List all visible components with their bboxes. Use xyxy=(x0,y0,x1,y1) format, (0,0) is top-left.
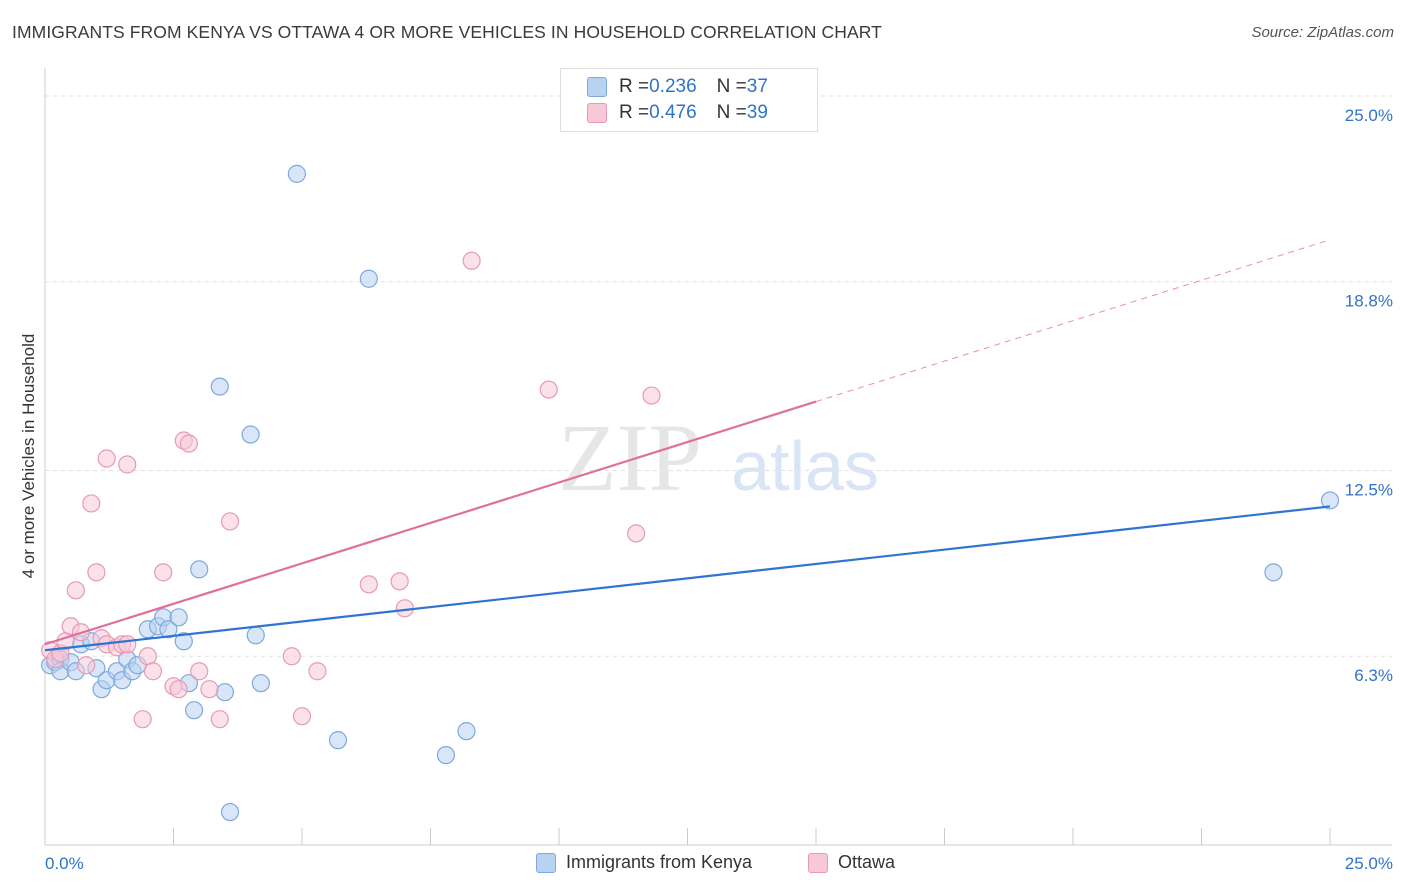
legend-row-ottawa: R = 0.476 N = 39 xyxy=(587,101,768,125)
ottawa-point xyxy=(87,563,106,582)
legend-swatch-ottawa xyxy=(587,103,607,123)
ottawa-point xyxy=(390,572,409,591)
x-tick-label: 25.0% xyxy=(1345,854,1393,873)
legend-item-kenya[interactable]: Immigrants from Kenya xyxy=(536,852,752,873)
kenya-point xyxy=(359,269,378,288)
legend-item-ottawa[interactable]: Ottawa xyxy=(808,852,895,873)
legend-n-value: 37 xyxy=(746,76,768,97)
ottawa-point xyxy=(133,710,152,729)
ottawa-point xyxy=(118,635,137,654)
legend-label-ottawa: Ottawa xyxy=(838,852,896,872)
kenya-point xyxy=(241,425,260,444)
kenya-point xyxy=(190,560,209,579)
kenya-point xyxy=(328,731,348,750)
watermark-zip: ZIP xyxy=(558,404,702,511)
axes xyxy=(44,68,1392,846)
kenya-point xyxy=(287,164,306,183)
ottawa-point xyxy=(77,656,96,675)
watermark-atlas: atlas xyxy=(731,427,879,505)
chart-title: IMMIGRANTS FROM KENYA VS OTTAWA 4 OR MOR… xyxy=(12,22,882,42)
kenya-point xyxy=(1320,491,1340,510)
kenya-point xyxy=(184,701,204,720)
ottawa-point xyxy=(282,647,301,666)
ottawa-point xyxy=(292,707,312,726)
legend-n-label: N = xyxy=(716,102,747,123)
legend-r-label: R = xyxy=(619,76,650,97)
ottawa-point xyxy=(308,662,327,681)
kenya-point xyxy=(169,608,188,627)
legend-n-value: 39 xyxy=(746,102,768,123)
legend-label-kenya: Immigrants from Kenya xyxy=(566,852,753,872)
ottawa-point xyxy=(539,380,558,399)
kenya-point xyxy=(174,632,193,651)
x-tick-labels: 0.0% 25.0% xyxy=(45,854,1393,873)
trend-line-ottawa xyxy=(44,400,817,646)
trend-lines xyxy=(44,239,1331,652)
ottawa-point xyxy=(143,662,163,681)
y-tick-label: 18.8% xyxy=(1345,292,1393,311)
ottawa-point xyxy=(118,455,137,474)
ottawa-point xyxy=(626,524,646,543)
ottawa-point xyxy=(462,251,481,270)
legend-swatch-ottawa xyxy=(808,852,828,873)
trend-extension-ottawa xyxy=(815,239,1331,403)
ottawa-point xyxy=(169,680,188,699)
kenya-point xyxy=(251,674,270,693)
kenya-point xyxy=(457,722,476,741)
ottawa-point xyxy=(200,680,219,699)
y-tick-label: 12.5% xyxy=(1345,480,1393,499)
legend-r-value: 0.236 xyxy=(649,76,697,97)
kenya-point xyxy=(159,620,178,639)
kenya-point xyxy=(246,626,265,645)
kenya-point xyxy=(210,377,229,396)
ottawa-point xyxy=(82,494,101,513)
x-tick-label: 0.0% xyxy=(45,854,84,873)
y-tick-label: 6.3% xyxy=(1354,666,1393,685)
watermark: ZIP atlas xyxy=(558,404,879,511)
kenya-point xyxy=(215,683,234,702)
ottawa-point xyxy=(97,449,116,468)
legend-n-label: N = xyxy=(716,76,747,97)
ottawa-point xyxy=(179,434,199,453)
trend-line-kenya xyxy=(44,505,1331,652)
y-tick-label: 25.0% xyxy=(1345,106,1393,125)
kenya-point xyxy=(1264,563,1283,582)
ottawa-point xyxy=(190,662,209,681)
legend-swatch-kenya xyxy=(536,852,556,873)
ottawa-point xyxy=(642,386,661,405)
ottawa-point xyxy=(66,581,85,600)
kenya-point xyxy=(220,802,240,822)
y-tick-labels: 6.3% 12.5% 18.8% 25.0% xyxy=(1345,106,1393,685)
legend-row-kenya: R = 0.236 N = 37 xyxy=(587,75,768,99)
stats-legend: R = 0.236 N = 37 R = 0.476 N = 39 xyxy=(560,68,818,132)
ottawa-point xyxy=(220,512,240,531)
ottawa-point xyxy=(210,710,229,729)
legend-swatch-kenya xyxy=(587,77,607,97)
legend-r-label: R = xyxy=(619,102,650,123)
ottawa-point xyxy=(359,575,378,594)
kenya-point xyxy=(436,746,456,765)
source-label: Source: ZipAtlas.com xyxy=(1251,24,1394,41)
gridlines xyxy=(45,95,1392,657)
legend-r-value: 0.476 xyxy=(649,102,697,123)
ottawa-point xyxy=(154,563,173,582)
